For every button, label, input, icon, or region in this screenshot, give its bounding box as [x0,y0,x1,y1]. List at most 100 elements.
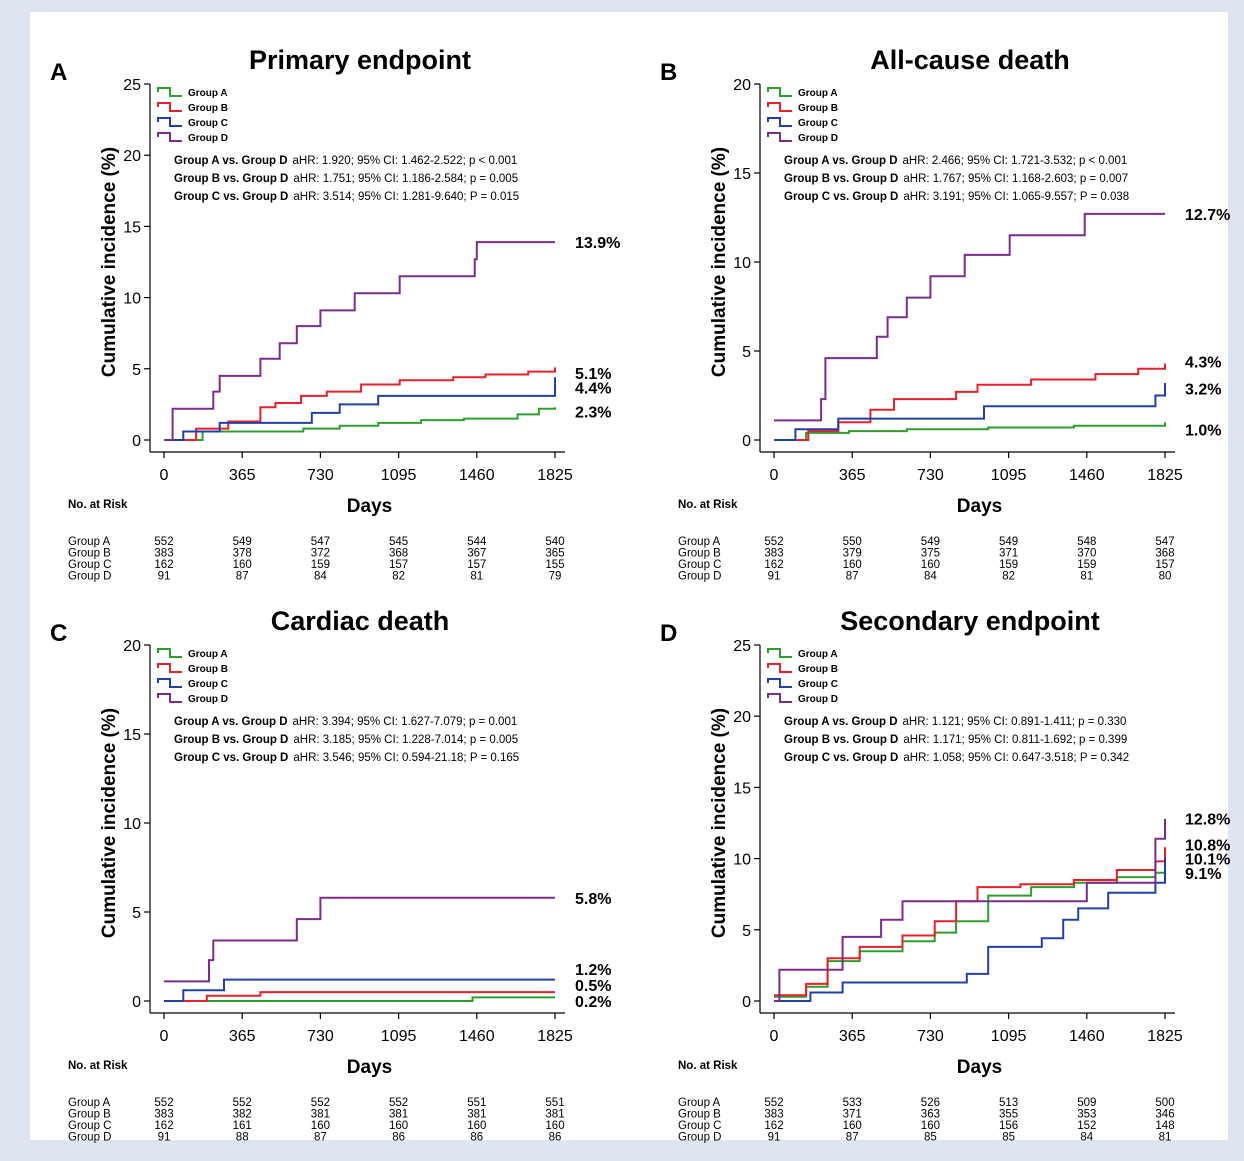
hr-statistic: Group A vs. Group D aHR: 2.466; 95% CI: 1… [784,155,1127,167]
comparison-label: Group A vs. Group D [174,155,288,167]
hr-value: aHR: 3.514; 95% CI: 1.281-9.640; P = 0.0… [293,191,519,203]
risk-cell: 81 [1080,571,1093,583]
x-axis-label: Days [347,496,392,517]
y-tick-label: 15 [123,727,141,744]
hr-statistic: Group C vs. Group D aHR: 1.058; 95% CI: 0… [784,752,1129,764]
risk-cell: 86 [392,1132,405,1144]
hr-value: aHR: 3.394; 95% CI: 1.627-7.079; p = 0.0… [293,716,518,728]
series-line-group-d [774,212,1165,422]
comparison-label: Group C vs. Group D [784,191,898,203]
risk-row-label: Group C [68,559,111,571]
risk-cell: 375 [921,548,940,560]
series-line-group-d [774,818,1166,1002]
risk-table: No. at Risk Group A 552 552 552 552 551 551 Grou… [68,1060,565,1144]
risk-cell: 513 [999,1097,1018,1109]
x-tick-label: 0 [770,467,779,484]
hr-value: aHR: 3.191; 95% CI: 1.065-9.557; P = 0.0… [903,191,1129,203]
y-tick-label: 15 [733,780,751,797]
end-label-group-b: 4.3% [1185,355,1221,372]
hr-value: aHR: 3.546; 95% CI: 0.594-21.18; P = 0.1… [293,752,519,764]
risk-cell: 161 [233,1120,252,1132]
risk-table-title: No. at Risk [678,499,738,511]
comparison-label: Group C vs. Group D [174,752,288,764]
risk-cell: 355 [999,1109,1018,1121]
risk-cell: 86 [549,1132,562,1144]
x-tick-label: 1460 [1069,1028,1105,1045]
risk-cell: 160 [843,559,862,571]
hr-statistic: Group B vs. Group D aHR: 1.751; 95% CI: 1… [174,173,518,185]
risk-cell: 533 [843,1097,862,1109]
hr-statistic: Group C vs. Group D aHR: 3.191; 95% CI: 1… [784,191,1129,203]
hr-statistic: Group A vs. Group D aHR: 3.394; 95% CI: 1… [174,716,517,728]
panel-letter: C [50,620,67,647]
risk-cell: 157 [389,559,408,571]
comparison-label: Group B vs. Group D [174,173,288,185]
risk-cell: 552 [233,1097,252,1109]
legend-swatch-group-c [767,678,792,688]
chart-svg: A Primary endpoint Cumulative incidence (%… [50,45,620,583]
risk-cell: 547 [1155,536,1174,548]
risk-cell: 552 [389,1097,408,1109]
end-label-group-a: 9.1% [1185,866,1221,883]
legend-swatch-group-a [767,87,792,97]
end-label-group-d: 12.7% [1185,207,1230,224]
comparison-label: Group C vs. Group D [784,752,898,764]
risk-cell: 160 [467,1120,486,1132]
panel-letter: A [50,59,67,86]
x-tick-label: 365 [839,467,866,484]
risk-row-label: Group B [68,1109,111,1121]
hr-value: aHR: 2.466; 95% CI: 1.721-3.532; p < 0.0… [903,155,1128,167]
series-line-group-d [164,241,555,441]
risk-cell: 84 [314,571,327,583]
risk-cell: 156 [999,1120,1018,1132]
risk-cell: 160 [545,1120,564,1132]
hr-value: aHR: 1.058; 95% CI: 0.647-3.518; P = 0.3… [903,752,1129,764]
y-tick-label: 20 [733,709,751,726]
risk-cell: 509 [1077,1097,1096,1109]
risk-cell: 540 [545,536,564,548]
y-axis-label: Cumulative incidence (%) [99,147,120,377]
risk-cell: 371 [999,548,1018,560]
hr-statistic: Group B vs. Group D aHR: 3.185; 95% CI: 1… [174,734,518,746]
hr-statistic: Group B vs. Group D aHR: 1.171; 95% CI: 0… [784,734,1127,746]
comparison-label: Group B vs. Group D [174,734,288,746]
risk-cell: 159 [1077,559,1096,571]
risk-cell: 160 [389,1120,408,1132]
risk-cell: 552 [154,1097,173,1109]
legend-label-group-b: Group B [798,664,838,675]
chart-svg: D Secondary endpoint Cumulative incidence … [660,606,1230,1144]
risk-cell: 160 [921,559,940,571]
x-tick-label: 1825 [1147,467,1183,484]
panel-c: C Cardiac death Cumulative incidence (%) 0 5… [40,583,650,1144]
y-tick-label: 15 [733,166,751,183]
legend-swatch-group-b [157,102,182,112]
x-tick-label: 0 [770,1028,779,1045]
risk-cell: 87 [236,571,249,583]
series-line-group-d [164,896,555,983]
x-tick-label: 1825 [537,1028,573,1045]
risk-row-label: Group A [678,1097,721,1109]
risk-cell: 87 [314,1132,327,1144]
risk-cell: 162 [154,1120,173,1132]
risk-cell: 500 [1155,1097,1174,1109]
risk-cell: 551 [545,1097,564,1109]
risk-table: No. at Risk Group A 552 550 549 549 548 547 Grou… [678,499,1175,583]
y-axis-label: Cumulative incidence (%) [709,147,730,377]
risk-cell: 552 [764,536,783,548]
risk-cell: 383 [764,548,783,560]
end-label-group-b: 0.5% [575,978,611,995]
legend-swatch-group-d [767,693,792,703]
risk-cell: 370 [1077,548,1096,560]
risk-cell: 368 [389,548,408,560]
hr-value: aHR: 1.920; 95% CI: 1.462-2.522; p < 0.0… [293,155,518,167]
risk-cell: 372 [311,548,330,560]
risk-cell: 552 [311,1097,330,1109]
end-label-group-a: 0.2% [575,994,611,1011]
series-line-group-a [164,996,555,1002]
risk-cell: 162 [154,559,173,571]
risk-cell: 91 [158,571,171,583]
risk-cell: 91 [158,1132,171,1144]
risk-cell: 87 [846,1132,859,1144]
legend-swatch-group-d [157,693,182,703]
comparison-label: Group A vs. Group D [784,155,898,167]
